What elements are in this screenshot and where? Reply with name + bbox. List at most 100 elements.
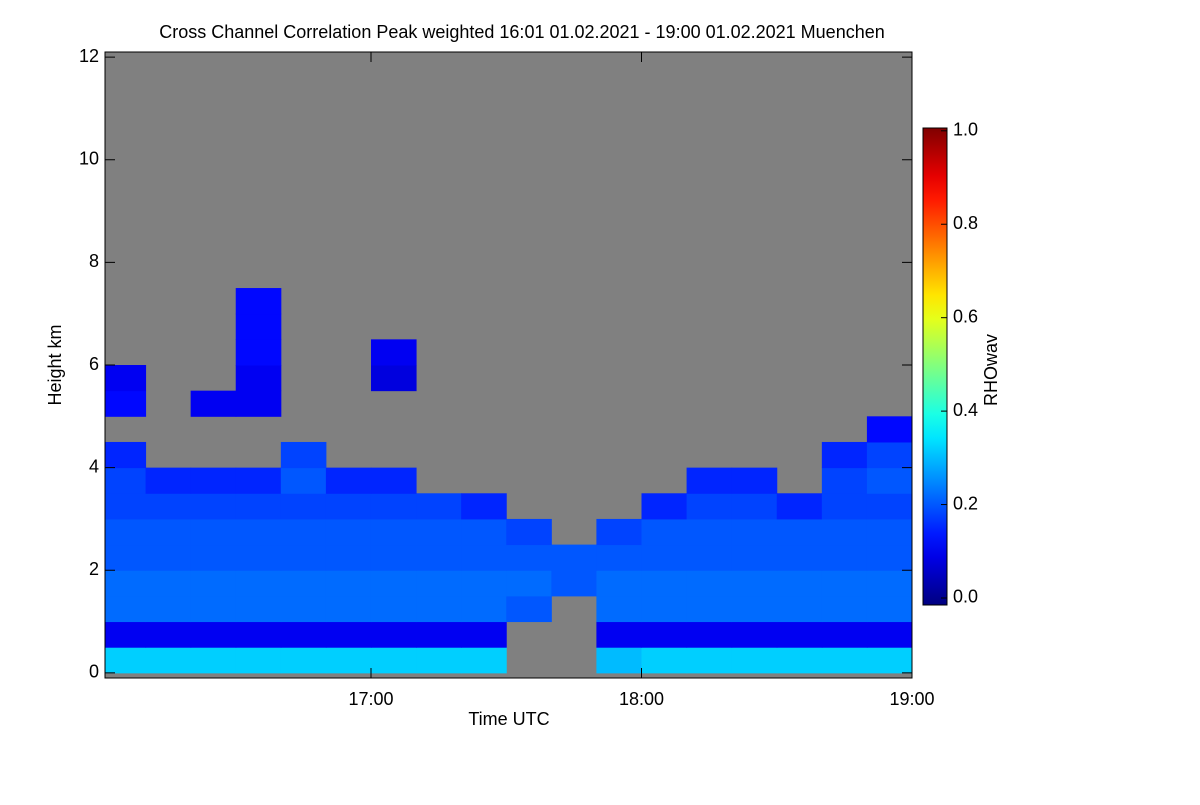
- y-axis-label: Height km: [45, 324, 65, 405]
- heatmap-cell: [416, 544, 462, 571]
- colorbar-label: RHOwav: [981, 334, 1001, 406]
- heatmap-cell: [235, 647, 282, 674]
- heatmap-cell: [235, 493, 282, 520]
- heatmap-cell: [325, 595, 372, 623]
- heatmap-cell: [280, 544, 327, 571]
- heatmap-cell: [866, 518, 913, 546]
- colorbar-tick-label: 1.0: [953, 120, 978, 140]
- heatmap-cell: [190, 570, 237, 597]
- heatmap-cell: [235, 288, 282, 315]
- heatmap-cell: [145, 621, 192, 648]
- heatmap-cell: [461, 518, 507, 546]
- heatmap-cell: [145, 493, 192, 520]
- heatmap-cell: [416, 647, 462, 674]
- heatmap-cell: [641, 595, 688, 623]
- heatmap-cell: [596, 518, 642, 546]
- heatmap-cell: [596, 544, 642, 571]
- heatmap-cell: [280, 595, 327, 623]
- heatmap-cell: [686, 544, 733, 571]
- heatmap-cell: [731, 621, 778, 648]
- heatmap-cell: [235, 467, 282, 494]
- heatmap-cell: [280, 647, 327, 674]
- heatmap-cell: [370, 467, 417, 494]
- heatmap-cell: [866, 595, 913, 623]
- heatmap-cell: [506, 570, 552, 597]
- heatmap-cell: [235, 595, 282, 623]
- heatmap-cell: [416, 595, 462, 623]
- heatmap-cell: [821, 493, 868, 520]
- heatmap-cell: [190, 493, 237, 520]
- heatmap-cell: [370, 365, 417, 392]
- heatmap-cell: [866, 441, 913, 469]
- heatmap-cell: [596, 647, 642, 674]
- heatmap-cell: [235, 313, 282, 340]
- heatmap-cell: [105, 390, 147, 417]
- heatmap-cell: [235, 518, 282, 546]
- colorbar-tick-label: 0.4: [953, 400, 978, 420]
- heatmap-cell: [686, 621, 733, 648]
- heatmap-cell: [105, 467, 147, 494]
- heatmap-cell: [866, 570, 913, 597]
- y-tick-label: 0: [89, 662, 99, 682]
- heatmap-cell: [105, 595, 147, 623]
- heatmap-cell: [145, 518, 192, 546]
- heatmap-cell: [641, 621, 688, 648]
- heatmap-cell: [776, 595, 823, 623]
- heatmap-cell: [641, 493, 688, 520]
- heatmap-cell: [821, 544, 868, 571]
- heatmap-cell: [596, 570, 642, 597]
- heatmap-cell: [731, 647, 778, 674]
- heatmap-cell: [506, 518, 552, 546]
- heatmap-cell: [821, 441, 868, 469]
- heatmap-cell: [686, 595, 733, 623]
- heatmap-cell: [190, 621, 237, 648]
- heatmap-cell: [325, 544, 372, 571]
- heatmap-cell: [190, 518, 237, 546]
- colorbar-tick-label: 0.6: [953, 306, 978, 326]
- heatmap-cell: [596, 595, 642, 623]
- heatmap-cell: [325, 518, 372, 546]
- heatmap-cell: [596, 621, 642, 648]
- y-tick-label: 4: [89, 456, 99, 476]
- heatmap-cell: [190, 390, 237, 417]
- heatmap-cell: [145, 595, 192, 623]
- heatmap-cell: [325, 493, 372, 520]
- heatmap-cell: [325, 570, 372, 597]
- heatmap-cell: [461, 570, 507, 597]
- heatmap-cell: [776, 570, 823, 597]
- y-tick-label: 8: [89, 251, 99, 271]
- chart-title: Cross Channel Correlation Peak weighted …: [159, 22, 885, 42]
- heatmap-cell: [105, 570, 147, 597]
- heatmap-cell: [731, 570, 778, 597]
- heatmap-cell: [370, 570, 417, 597]
- x-tick-label: 19:00: [889, 689, 934, 709]
- heatmap-cell: [416, 621, 462, 648]
- heatmap-cell: [416, 518, 462, 546]
- heatmap-cell: [866, 544, 913, 571]
- heatmap-cell: [370, 518, 417, 546]
- heatmap-cell: [731, 518, 778, 546]
- heatmap-cell: [190, 544, 237, 571]
- heatmap-cell: [776, 647, 823, 674]
- heatmap-cell: [105, 544, 147, 571]
- heatmap-cell: [145, 467, 192, 494]
- heatmap-cell: [866, 493, 913, 520]
- heatmap-cell: [370, 595, 417, 623]
- heatmap-cell: [776, 518, 823, 546]
- heatmap-cell: [280, 441, 327, 469]
- y-tick-label: 12: [79, 46, 99, 66]
- heatmap-cell: [506, 544, 552, 571]
- heatmap-cell: [551, 544, 597, 571]
- colorbar: [922, 127, 948, 606]
- heatmap-cell: [461, 647, 507, 674]
- heatmap-cell: [731, 544, 778, 571]
- heatmap-cell: [641, 647, 688, 674]
- heatmap-cell: [686, 647, 733, 674]
- heatmap-cell: [370, 621, 417, 648]
- heatmap-cell: [821, 570, 868, 597]
- heatmap-cell: [280, 570, 327, 597]
- heatmap-cell: [235, 570, 282, 597]
- heatmap-cell: [551, 570, 597, 597]
